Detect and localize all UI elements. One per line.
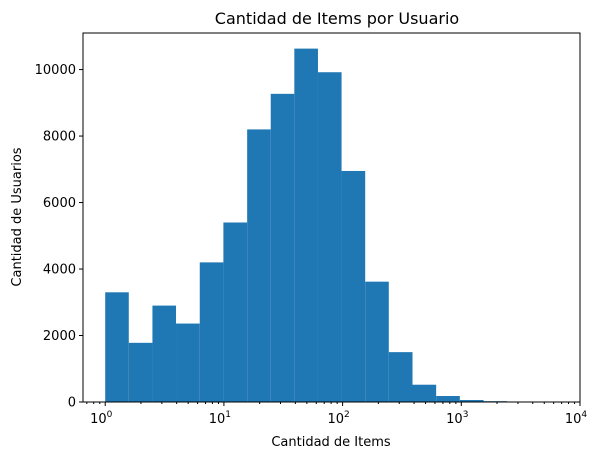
- histogram-bar-9: [317, 72, 342, 402]
- histogram-bar-1: [128, 342, 153, 402]
- histogram-bar-3: [176, 323, 200, 402]
- histogram-bar-14: [436, 396, 460, 402]
- histogram-bar-12: [388, 352, 413, 402]
- y-axis-label: Cantidad de Usuarios: [10, 147, 25, 286]
- histogram-bar-11: [365, 281, 389, 402]
- x-tick-label: 100: [90, 410, 113, 427]
- histogram-bar-13: [412, 384, 437, 402]
- x-tick-label: 104: [565, 410, 588, 427]
- histogram-bar-8: [294, 48, 318, 403]
- histogram-bar-2: [152, 305, 177, 402]
- histogram-bar-15: [459, 400, 484, 402]
- y-tick-label: 2000: [43, 329, 76, 344]
- y-tick-label: 8000: [43, 130, 76, 145]
- y-tick-label: 10000: [35, 63, 76, 78]
- histogram-bar-7: [270, 93, 295, 402]
- histogram-bar-6: [247, 129, 271, 402]
- plot-frame: [82, 32, 581, 403]
- x-axis-ticks: 100 101 102 103 104: [86, 402, 588, 427]
- x-tick-label: 102: [327, 410, 349, 427]
- x-tick-label: 103: [446, 410, 468, 427]
- y-tick-label: 0: [68, 396, 76, 411]
- bars-group: [105, 48, 579, 403]
- chart-title: Cantidad de Items por Usuario: [215, 9, 459, 28]
- y-axis-ticks: 0 2000 4000 6000 8000 10000: [35, 63, 83, 411]
- x-axis-label: Cantidad de Items: [271, 435, 391, 450]
- histogram-bar-0: [105, 292, 129, 402]
- histogram-bar-10: [341, 170, 366, 402]
- histogram-bar-4: [199, 262, 224, 402]
- y-tick-label: 6000: [43, 196, 76, 211]
- x-tick-label: 101: [209, 410, 231, 427]
- y-tick-label: 4000: [43, 263, 76, 278]
- histogram-bar-5: [223, 222, 248, 402]
